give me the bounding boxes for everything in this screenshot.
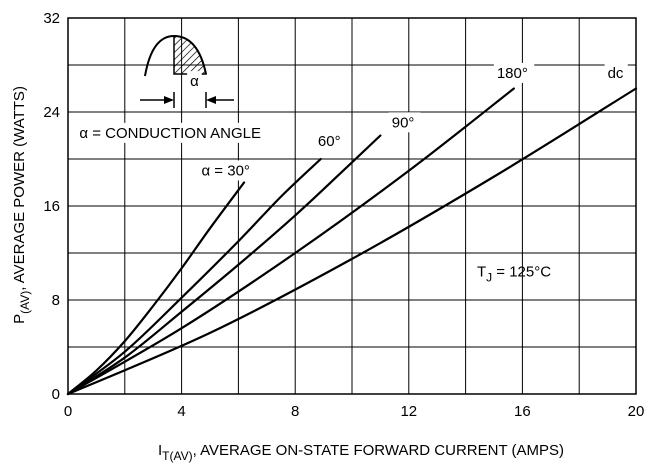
- x-axis-label: IT(AV), AVERAGE ON-STATE FORWARD CURRENT…: [158, 442, 564, 463]
- x-tick-label: 12: [400, 403, 417, 420]
- y-axis-label-rest: , AVERAGE POWER (WATTS): [11, 86, 28, 291]
- annotation-label-1: α = 30°: [201, 162, 249, 179]
- series-lines: [66, 87, 638, 396]
- half-sine-waveform-icon: [144, 34, 207, 77]
- annotation-label-5: dc: [608, 65, 624, 82]
- y-axis-label-main: P: [11, 314, 28, 324]
- annotation-label-2: 60°: [318, 133, 341, 150]
- annotation-label-6: α = CONDUCTION ANGLE: [79, 125, 261, 142]
- y-tick-label: 32: [43, 10, 60, 27]
- annotation-label-8: α: [190, 73, 199, 90]
- annotation-background: [604, 62, 628, 83]
- grid-lines: [68, 18, 636, 394]
- series-line-2: [66, 157, 322, 396]
- y-axis-label: P(AV), AVERAGE POWER (WATTS): [11, 86, 32, 324]
- annotations: α = 30° 60° 90° 180° dc α = CONDUCTION ANGLE T…: [76, 62, 628, 285]
- y-tick-label: 8: [52, 292, 60, 309]
- arrowhead-right-icon: [206, 96, 216, 104]
- series-line-1: [66, 181, 246, 396]
- series-line-5: [66, 87, 638, 396]
- annotation-background: [388, 112, 421, 133]
- y-axis-label-subscript: (AV): [18, 291, 32, 314]
- x-tick-label: 0: [64, 403, 72, 420]
- arrowhead-left-icon: [164, 96, 174, 104]
- x-axis-label-main: I: [158, 442, 162, 459]
- series-line-4: [66, 87, 515, 396]
- annotation-background: [198, 160, 265, 181]
- x-tick-label: 8: [291, 403, 299, 420]
- annotation-label-3: 90°: [392, 114, 415, 131]
- annotation-background: [187, 71, 202, 92]
- annotation-background: [493, 62, 535, 83]
- plot-frame: [67, 17, 637, 395]
- conduction-angle-inset: [140, 34, 234, 108]
- annotation-background: [76, 122, 255, 143]
- annotation-background: [314, 131, 347, 152]
- y-tick-label: 16: [43, 198, 60, 215]
- x-axis-label-subscript: T(AV): [162, 449, 192, 463]
- x-tick-label: 20: [628, 403, 645, 420]
- annotation-background: [473, 261, 489, 282]
- x-axis-label-rest: , AVERAGE ON-STATE FORWARD CURRENT (AMPS…: [193, 442, 564, 459]
- annotation-label-4: 180°: [497, 65, 528, 82]
- tick-labels: 0 4 8 12 16 20 0 8 16 24 32: [43, 10, 644, 420]
- annotation-label-7: TJ = 125°C: [477, 264, 551, 285]
- y-tick-label: 24: [43, 104, 60, 121]
- x-tick-label: 4: [177, 403, 185, 420]
- series-line-3: [66, 134, 382, 396]
- y-tick-label: 0: [52, 386, 60, 403]
- x-tick-label: 16: [514, 403, 531, 420]
